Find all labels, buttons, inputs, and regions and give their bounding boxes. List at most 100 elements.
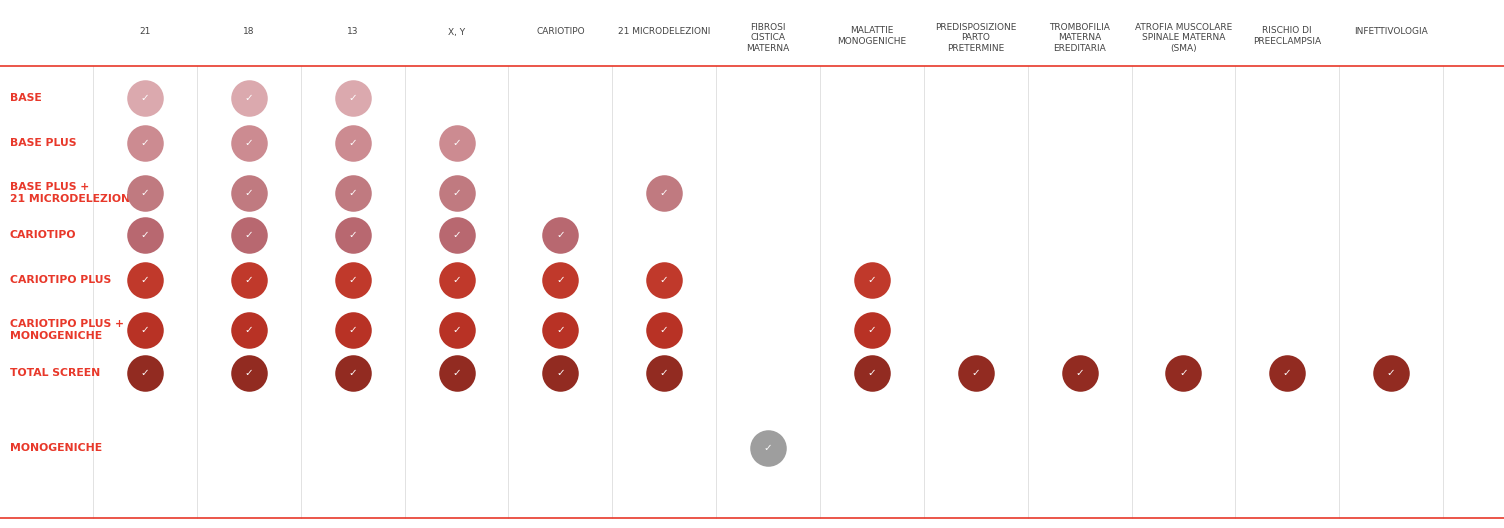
Text: ✓: ✓: [349, 230, 356, 240]
Text: ✓: ✓: [245, 138, 253, 148]
Text: ✓: ✓: [141, 188, 149, 198]
Point: [341, 276, 365, 284]
Point: [1068, 369, 1092, 377]
Point: [236, 94, 260, 102]
Point: [341, 139, 365, 147]
Text: ✓: ✓: [453, 188, 460, 198]
Text: ✓: ✓: [556, 368, 566, 378]
Text: ✓: ✓: [141, 230, 149, 240]
Text: MALATTIE
MONOGENICHE: MALATTIE MONOGENICHE: [838, 26, 907, 46]
Text: ✓: ✓: [141, 368, 149, 378]
Text: X, Y: X, Y: [448, 27, 465, 36]
Text: ✓: ✓: [453, 275, 460, 285]
Text: ✓: ✓: [1179, 368, 1188, 378]
Text: ATROFIA MUSCOLARE
SPINALE MATERNA
(SMA): ATROFIA MUSCOLARE SPINALE MATERNA (SMA): [1136, 23, 1232, 53]
Text: ✓: ✓: [660, 188, 669, 198]
Point: [860, 276, 884, 284]
Point: [132, 231, 156, 239]
Point: [341, 189, 365, 197]
Text: ✓: ✓: [245, 93, 253, 103]
Point: [341, 326, 365, 334]
Point: [757, 444, 781, 452]
Point: [549, 369, 573, 377]
Text: CARIOTIPO: CARIOTIPO: [11, 230, 77, 240]
Text: PREDISPOSIZIONE
PARTO
PRETERMINE: PREDISPOSIZIONE PARTO PRETERMINE: [935, 23, 1017, 53]
Text: ✓: ✓: [349, 93, 356, 103]
Text: ✓: ✓: [245, 325, 253, 335]
Point: [132, 94, 156, 102]
Text: ✓: ✓: [868, 275, 877, 285]
Point: [549, 326, 573, 334]
Text: ✓: ✓: [660, 325, 669, 335]
Text: ✓: ✓: [660, 275, 669, 285]
Text: BASE: BASE: [11, 93, 42, 103]
Text: 21: 21: [140, 27, 150, 36]
Text: ✓: ✓: [453, 230, 460, 240]
Text: ✓: ✓: [453, 325, 460, 335]
Point: [653, 276, 677, 284]
Text: BASE PLUS +
21 MICRODELEZIONI: BASE PLUS + 21 MICRODELEZIONI: [11, 182, 134, 204]
Point: [132, 276, 156, 284]
Point: [445, 189, 469, 197]
Point: [341, 94, 365, 102]
Text: ✓: ✓: [245, 368, 253, 378]
Text: 13: 13: [347, 27, 358, 36]
Text: ✓: ✓: [1283, 368, 1292, 378]
Point: [445, 276, 469, 284]
Text: ✓: ✓: [349, 275, 356, 285]
Point: [860, 326, 884, 334]
Point: [236, 276, 260, 284]
Text: 18: 18: [244, 27, 254, 36]
Text: ✓: ✓: [141, 138, 149, 148]
Text: MONOGENICHE: MONOGENICHE: [11, 443, 102, 453]
Point: [653, 326, 677, 334]
Text: BASE PLUS: BASE PLUS: [11, 138, 77, 148]
Text: ✓: ✓: [245, 275, 253, 285]
Text: ✓: ✓: [141, 325, 149, 335]
Point: [236, 369, 260, 377]
Text: ✓: ✓: [349, 325, 356, 335]
Text: ✓: ✓: [453, 138, 460, 148]
Point: [445, 231, 469, 239]
Text: TROMBOFILIA
MATERNA
EREDITARIA: TROMBOFILIA MATERNA EREDITARIA: [1050, 23, 1110, 53]
Point: [1379, 369, 1403, 377]
Text: CARIOTIPO PLUS +
MONOGENICHE: CARIOTIPO PLUS + MONOGENICHE: [11, 319, 123, 341]
Text: CARIOTIPO PLUS: CARIOTIPO PLUS: [11, 275, 111, 285]
Point: [132, 139, 156, 147]
Text: RISCHIO DI
PREECLAMPSIA: RISCHIO DI PREECLAMPSIA: [1253, 26, 1322, 46]
Point: [964, 369, 988, 377]
Text: ✓: ✓: [556, 275, 566, 285]
Text: ✓: ✓: [453, 368, 460, 378]
Point: [132, 369, 156, 377]
Point: [445, 326, 469, 334]
Point: [236, 189, 260, 197]
Text: ✓: ✓: [660, 368, 669, 378]
Point: [341, 369, 365, 377]
Text: TOTAL SCREEN: TOTAL SCREEN: [11, 368, 101, 378]
Text: ✓: ✓: [868, 325, 877, 335]
Point: [445, 139, 469, 147]
Text: ✓: ✓: [245, 230, 253, 240]
Point: [236, 231, 260, 239]
Text: ✓: ✓: [556, 230, 566, 240]
Text: ✓: ✓: [349, 368, 356, 378]
Text: ✓: ✓: [141, 275, 149, 285]
Text: INFETTIVOLOGIA: INFETTIVOLOGIA: [1354, 27, 1427, 36]
Point: [860, 369, 884, 377]
Point: [132, 326, 156, 334]
Point: [1172, 369, 1196, 377]
Text: CARIOTIPO: CARIOTIPO: [535, 27, 585, 36]
Text: FIBROSI
CISTICA
MATERNA: FIBROSI CISTICA MATERNA: [746, 23, 790, 53]
Point: [653, 189, 677, 197]
Point: [236, 139, 260, 147]
Text: ✓: ✓: [556, 325, 566, 335]
Text: ✓: ✓: [764, 443, 773, 453]
Point: [549, 231, 573, 239]
Text: ✓: ✓: [349, 138, 356, 148]
Text: ✓: ✓: [868, 368, 877, 378]
Point: [445, 369, 469, 377]
Text: 21 MICRODELEZIONI: 21 MICRODELEZIONI: [618, 27, 710, 36]
Point: [132, 189, 156, 197]
Text: ✓: ✓: [1075, 368, 1084, 378]
Text: ✓: ✓: [349, 188, 356, 198]
